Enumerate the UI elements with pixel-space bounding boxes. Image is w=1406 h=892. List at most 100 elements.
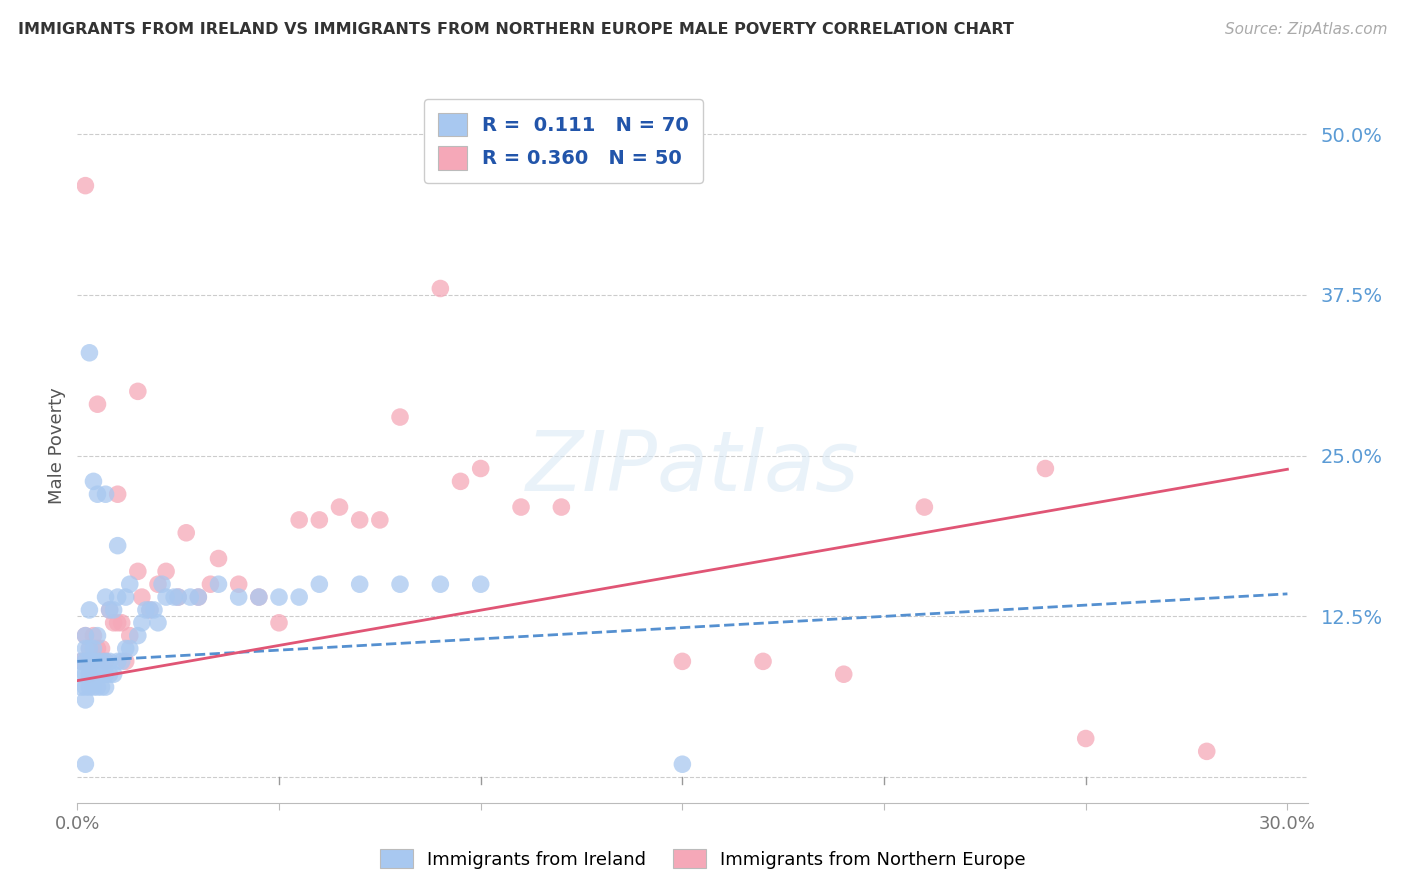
- Point: [200, 577, 222, 591]
- Point: [90, 680, 112, 694]
- Point: [79, 641, 101, 656]
- Legend: R =  0.111   N = 70, R = 0.360   N = 50: R = 0.111 N = 70, R = 0.360 N = 50: [425, 99, 703, 184]
- Point: [247, 590, 270, 604]
- Text: Source: ZipAtlas.com: Source: ZipAtlas.com: [1225, 22, 1388, 37]
- Point: [75, 629, 97, 643]
- Point: [98, 603, 121, 617]
- Point: [228, 577, 250, 591]
- Point: [135, 603, 157, 617]
- Point: [86, 629, 108, 643]
- Point: [82, 654, 104, 668]
- Point: [118, 641, 141, 656]
- Point: [114, 641, 136, 656]
- Point: [1035, 461, 1057, 475]
- Point: [82, 654, 104, 668]
- Point: [114, 654, 136, 668]
- Point: [450, 475, 472, 489]
- Point: [70, 654, 93, 668]
- Point: [79, 654, 101, 668]
- Point: [94, 667, 117, 681]
- Point: [349, 577, 371, 591]
- Point: [143, 603, 166, 617]
- Point: [90, 654, 112, 668]
- Point: [288, 513, 311, 527]
- Point: [98, 667, 121, 681]
- Point: [349, 513, 371, 527]
- Point: [127, 384, 149, 399]
- Point: [510, 500, 533, 514]
- Point: [86, 397, 108, 411]
- Point: [146, 615, 169, 630]
- Point: [70, 680, 93, 694]
- Point: [90, 641, 112, 656]
- Point: [98, 603, 121, 617]
- Point: [308, 577, 330, 591]
- Point: [671, 757, 693, 772]
- Point: [86, 641, 108, 656]
- Point: [75, 757, 97, 772]
- Point: [187, 590, 209, 604]
- Point: [131, 590, 153, 604]
- Point: [150, 577, 173, 591]
- Point: [167, 590, 190, 604]
- Point: [94, 654, 117, 668]
- Point: [94, 487, 117, 501]
- Point: [247, 590, 270, 604]
- Point: [70, 667, 93, 681]
- Point: [111, 654, 134, 668]
- Point: [82, 641, 104, 656]
- Point: [79, 680, 101, 694]
- Point: [127, 565, 149, 579]
- Point: [82, 680, 104, 694]
- Point: [174, 525, 197, 540]
- Point: [288, 590, 311, 604]
- Point: [75, 654, 97, 668]
- Point: [167, 590, 190, 604]
- Point: [155, 565, 177, 579]
- Point: [139, 603, 162, 617]
- Point: [155, 590, 177, 604]
- Text: IMMIGRANTS FROM IRELAND VS IMMIGRANTS FROM NORTHERN EUROPE MALE POVERTY CORRELAT: IMMIGRANTS FROM IRELAND VS IMMIGRANTS FR…: [18, 22, 1014, 37]
- Point: [82, 667, 104, 681]
- Point: [79, 603, 101, 617]
- Point: [470, 461, 492, 475]
- Text: ZIPatlas: ZIPatlas: [526, 427, 859, 508]
- Point: [70, 654, 93, 668]
- Point: [94, 680, 117, 694]
- Point: [187, 590, 209, 604]
- Point: [267, 615, 290, 630]
- Point: [79, 667, 101, 681]
- Point: [82, 475, 104, 489]
- Point: [118, 629, 141, 643]
- Point: [139, 603, 162, 617]
- Point: [79, 345, 101, 359]
- Point: [146, 577, 169, 591]
- Point: [86, 487, 108, 501]
- Point: [671, 654, 693, 668]
- Point: [94, 590, 117, 604]
- Point: [82, 629, 104, 643]
- Point: [118, 577, 141, 591]
- Point: [86, 654, 108, 668]
- Point: [179, 590, 201, 604]
- Point: [98, 654, 121, 668]
- Point: [107, 615, 129, 630]
- Point: [550, 500, 572, 514]
- Point: [470, 577, 492, 591]
- Point: [207, 551, 229, 566]
- Point: [1074, 731, 1097, 746]
- Point: [114, 590, 136, 604]
- Point: [94, 654, 117, 668]
- Point: [90, 667, 112, 681]
- Point: [429, 281, 451, 295]
- Point: [103, 603, 125, 617]
- Point: [75, 629, 97, 643]
- Point: [111, 615, 134, 630]
- Point: [328, 500, 350, 514]
- Point: [429, 577, 451, 591]
- Point: [79, 641, 101, 656]
- Point: [163, 590, 186, 604]
- Y-axis label: Male Poverty: Male Poverty: [48, 388, 66, 504]
- Point: [912, 500, 935, 514]
- Point: [107, 539, 129, 553]
